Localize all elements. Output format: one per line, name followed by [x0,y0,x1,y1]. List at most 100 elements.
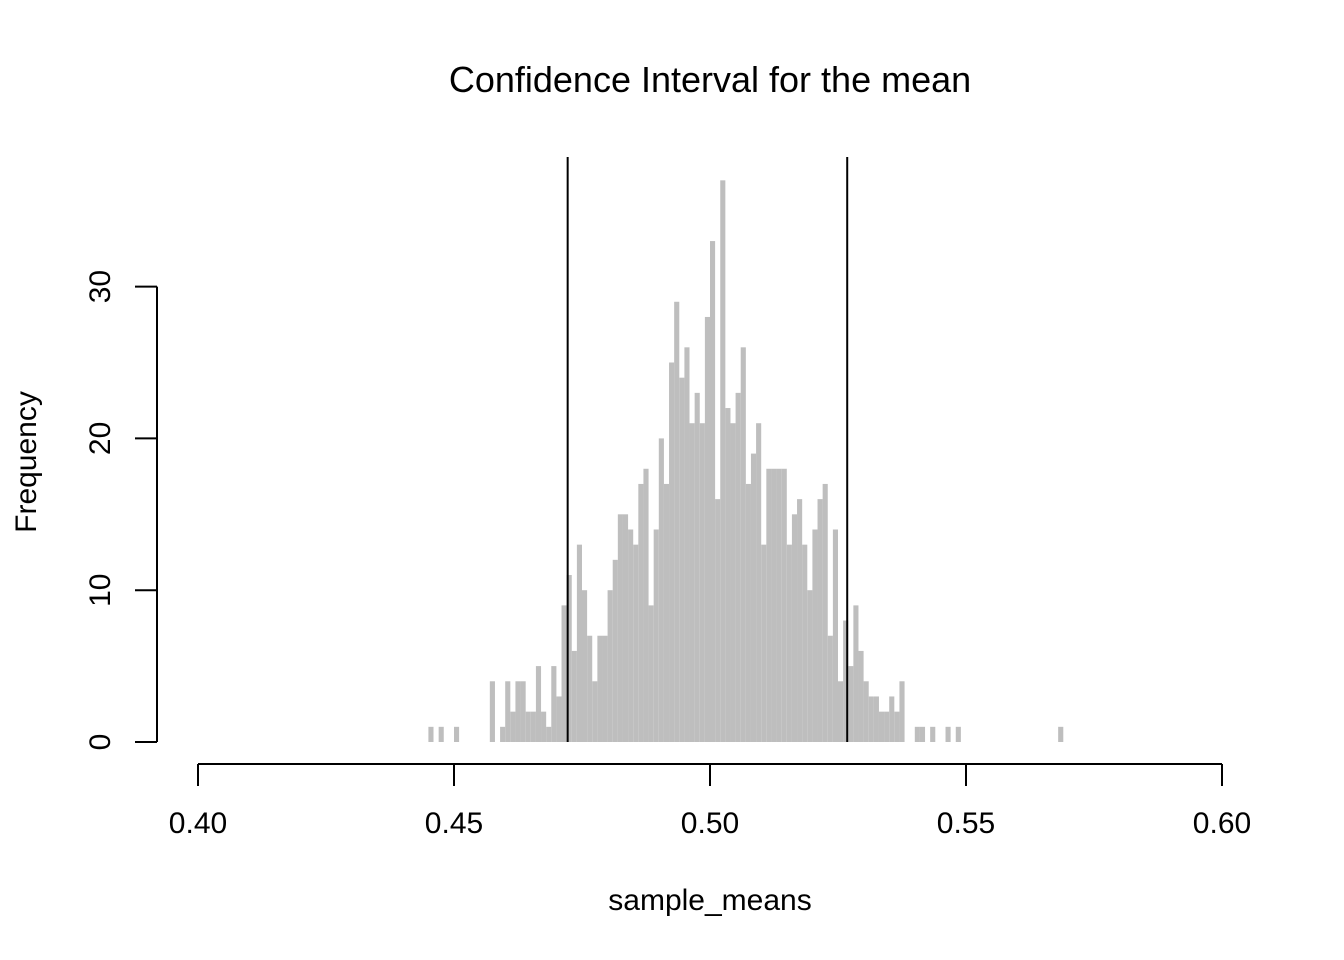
histogram-bar [889,696,895,742]
histogram-bar [730,423,736,742]
x-tick-label: 0.55 [937,807,995,840]
histogram-bar [566,575,572,742]
histogram-bar [884,711,890,742]
histogram-bar [653,529,659,742]
histogram-bar [894,711,900,742]
histogram-bar [587,635,593,742]
x-tick-label: 0.50 [681,807,739,840]
histogram-bar [669,362,675,742]
histogram-bar [807,590,813,742]
histogram-bar [663,483,670,742]
histogram-bar [505,681,511,742]
histogram-bar [556,696,562,742]
histogram-bar [643,468,649,742]
histogram-bar [873,696,879,742]
y-tick-label: 10 [84,574,117,607]
histogram-bar [899,681,905,742]
histogram-bar [648,605,654,742]
histogram-bar [868,696,874,742]
histogram-bar [582,590,588,742]
histogram-bar [525,711,531,742]
histogram-bar [848,666,854,742]
y-axis: 0 10 20 30 [84,270,158,751]
histogram-bar [602,635,608,742]
histogram-bar [843,620,849,742]
histogram-bar [838,681,844,742]
x-axis: 0.40 0.45 0.50 0.55 0.60 [169,763,1251,840]
histogram-bar [745,483,751,742]
histogram-bar [766,468,772,742]
histogram-bar [628,529,634,742]
histogram-bar [771,468,777,742]
histogram-bar [720,180,726,743]
histogram-bar [853,605,859,742]
histogram-bar [715,499,721,742]
histogram-bar [812,529,818,742]
histogram-bar [622,514,629,742]
histogram-bar [740,347,746,742]
histogram-bar [797,499,803,742]
x-axis-label: sample_means [608,884,811,917]
histogram-bar [699,423,705,742]
histogram-bar [689,423,695,742]
histogram-bar [955,726,961,742]
x-tick-label: 0.60 [1193,807,1251,840]
histogram-bar [945,726,951,742]
histogram-bar [822,483,828,742]
histogram-bar [633,544,639,742]
histogram-bar [515,681,521,742]
histogram-bar [592,681,598,742]
histogram-bar [489,681,495,742]
histogram-bar [858,650,864,742]
histogram-bar [914,726,920,742]
histogram-bar [750,453,757,742]
histogram-bar [919,726,926,742]
histogram-bars [428,180,1064,743]
histogram-bar [530,711,536,742]
histogram-bar [710,241,716,742]
y-tick-label: 20 [84,422,117,455]
histogram-bar [454,726,460,742]
histogram-bar [781,468,787,742]
histogram-bar [428,726,434,742]
histogram-bar [827,635,833,742]
histogram-bar [725,408,731,742]
histogram-bar [930,726,936,742]
confidence-interval-lines [566,157,849,742]
histogram-bar [817,499,823,742]
histogram-bar [576,544,582,742]
histogram-bar [756,423,762,742]
histogram-bar [597,635,603,742]
histogram-bar [612,559,618,742]
histogram-bar [761,544,767,742]
histogram-bar [438,726,444,742]
y-tick-label: 30 [84,270,117,303]
histogram-bar [658,438,664,742]
histogram-bar [878,711,885,742]
histogram-bar [832,529,838,742]
histogram-bar [735,392,741,742]
histogram-bar [535,666,542,742]
histogram-bar [704,316,710,742]
histogram-bar [551,666,557,742]
histogram-bar [571,650,577,742]
histogram-bar [500,726,506,742]
histogram-bar [791,514,798,742]
x-tick-label: 0.40 [169,807,227,840]
y-axis-label: Frequency [10,391,43,533]
histogram-bar [776,468,782,742]
histogram-bar [786,544,792,742]
histogram-bar [510,711,516,742]
histogram-bar [1058,726,1064,742]
histogram-bar [679,377,685,742]
histogram-bar [541,711,547,742]
histogram-bar [863,681,869,742]
histogram-bar [520,681,526,742]
y-tick-label: 0 [84,734,117,751]
histogram-bar [694,392,700,742]
histogram-bar [607,590,613,742]
chart-title: Confidence Interval for the mean [449,59,971,100]
histogram-bar [546,726,552,742]
x-tick-label: 0.45 [425,807,483,840]
